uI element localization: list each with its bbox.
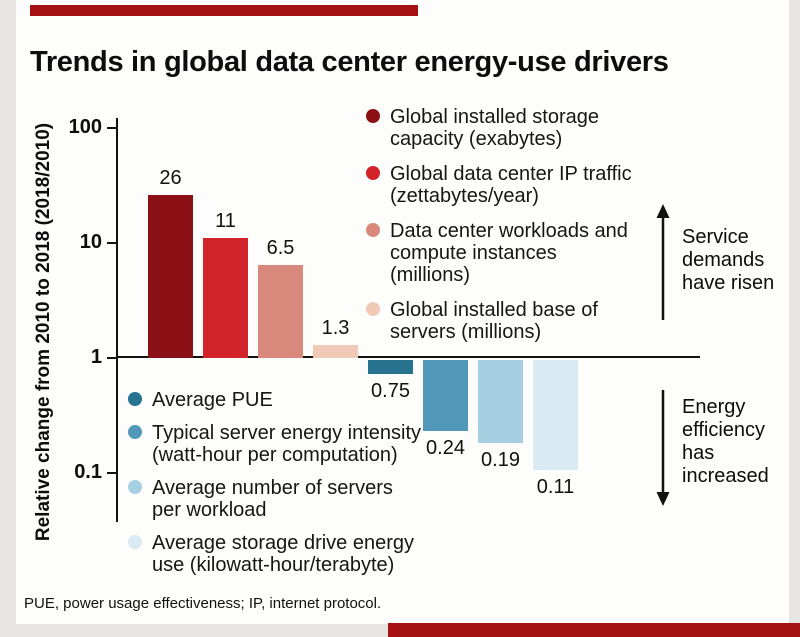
annotation-service-demands: Service demands have risen [652, 204, 788, 322]
legend-label: Average number of servers per workload [152, 477, 393, 521]
y-tick-label: 1 [90, 346, 102, 368]
page-edge-left [0, 0, 16, 637]
bar-value-data-center-workloads-and-compute-instances-millions: 6.5 [266, 237, 295, 259]
legend-dot-icon [128, 425, 142, 439]
up-arrow-icon [656, 204, 670, 320]
legend-item-global-installed-base-of-servers-millions: Global installed base of servers (millio… [366, 299, 642, 343]
legend-dot-icon [366, 302, 380, 316]
legend-item-global-installed-storage-capacity-exabytes: Global installed storage capacity (exaby… [366, 106, 642, 150]
down-arrow-icon [656, 390, 670, 506]
bar-value-global-data-center-ip-traffic-zettabytes-year: 11 [215, 210, 236, 232]
legend-label: Average storage drive energy use (kilowa… [152, 532, 415, 576]
legend-item-global-data-center-ip-traffic-zettabytes-year: Global data center IP traffic (zettabyte… [366, 163, 642, 207]
bar-global-installed-storage-capacity-exabytes [148, 195, 193, 358]
bar-average-storage-drive-energy-use-kilowatt-hour-terabyte [533, 360, 578, 470]
bar-value-global-installed-storage-capacity-exabytes: 26 [159, 167, 182, 189]
y-tick-label: 10 [79, 231, 102, 253]
legend-item-typical-server-energy-intensity-watt-hour-per-computation: Typical server energy intensity (watt-ho… [128, 422, 424, 466]
legend-item-average-pue: Average PUE [128, 389, 424, 411]
legend-dot-icon [128, 535, 142, 549]
bar-value-average-storage-drive-energy-use-kilowatt-hour-terabyte: 0.11 [536, 476, 575, 498]
red-band-bottom [388, 623, 800, 637]
legend-dot-icon [366, 223, 380, 237]
legend-dot-icon [128, 480, 142, 494]
y-tick-mark [107, 242, 116, 244]
annotation-text-demand: Service demands have risen [682, 226, 775, 294]
legend-dot-icon [366, 166, 380, 180]
legend-label: Global installed base of servers (millio… [390, 299, 598, 343]
baseline-value-1 [116, 356, 700, 358]
legend-label: Average PUE [152, 389, 273, 411]
bar-global-data-center-ip-traffic-zettabytes-year [203, 238, 248, 358]
annotation-energy-efficiency: Energy efficiency has increased [652, 388, 788, 506]
page-edge-right [789, 0, 800, 637]
chart-title: Trends in global data center energy-use … [30, 46, 669, 78]
legend-dot-icon [366, 109, 380, 123]
y-tick-label: 0.1 [74, 461, 102, 483]
y-axis-line [116, 118, 118, 522]
bar-value-average-number-of-servers-per-workload: 0.19 [481, 449, 520, 471]
legend-label: Global installed storage capacity (exaby… [390, 106, 600, 150]
bar-average-number-of-servers-per-workload [478, 360, 523, 443]
legend-label: Global data center IP traffic (zettabyte… [390, 163, 632, 207]
legend-label: Data center workloads and compute instan… [390, 220, 628, 286]
legend-item-data-center-workloads-and-compute-instances-millions: Data center workloads and compute instan… [366, 220, 642, 286]
footnote: PUE, power usage effectiveness; IP, inte… [24, 595, 382, 612]
legend-item-average-storage-drive-energy-use-kilowatt-hour-terabyte: Average storage drive energy use (kilowa… [128, 532, 424, 576]
y-tick-mark [107, 357, 116, 359]
bar-average-pue [368, 360, 413, 374]
annotation-text-efficiency: Energy efficiency has increased [682, 396, 769, 487]
bar-data-center-workloads-and-compute-instances-millions [258, 265, 303, 358]
y-tick-label: 100 [68, 116, 102, 138]
legend-item-average-number-of-servers-per-workload: Average number of servers per workload [128, 477, 424, 521]
y-tick-mark [107, 127, 116, 129]
red-band-top [30, 5, 418, 16]
legend-dot-icon [128, 392, 142, 406]
legend-label: Typical server energy intensity (watt-ho… [152, 422, 422, 466]
bar-value-global-installed-base-of-servers-millions: 1.3 [321, 317, 350, 339]
legend-demand: Global installed storage capacity (exaby… [366, 106, 642, 356]
legend-efficiency: Average PUE Typical server energy intensi… [128, 389, 424, 587]
y-tick-mark [107, 472, 116, 474]
y-axis-title: Relative change from 2010 to 2018 (2018/… [33, 122, 54, 542]
bar-typical-server-energy-intensity-watt-hour-per-computation [423, 360, 468, 431]
